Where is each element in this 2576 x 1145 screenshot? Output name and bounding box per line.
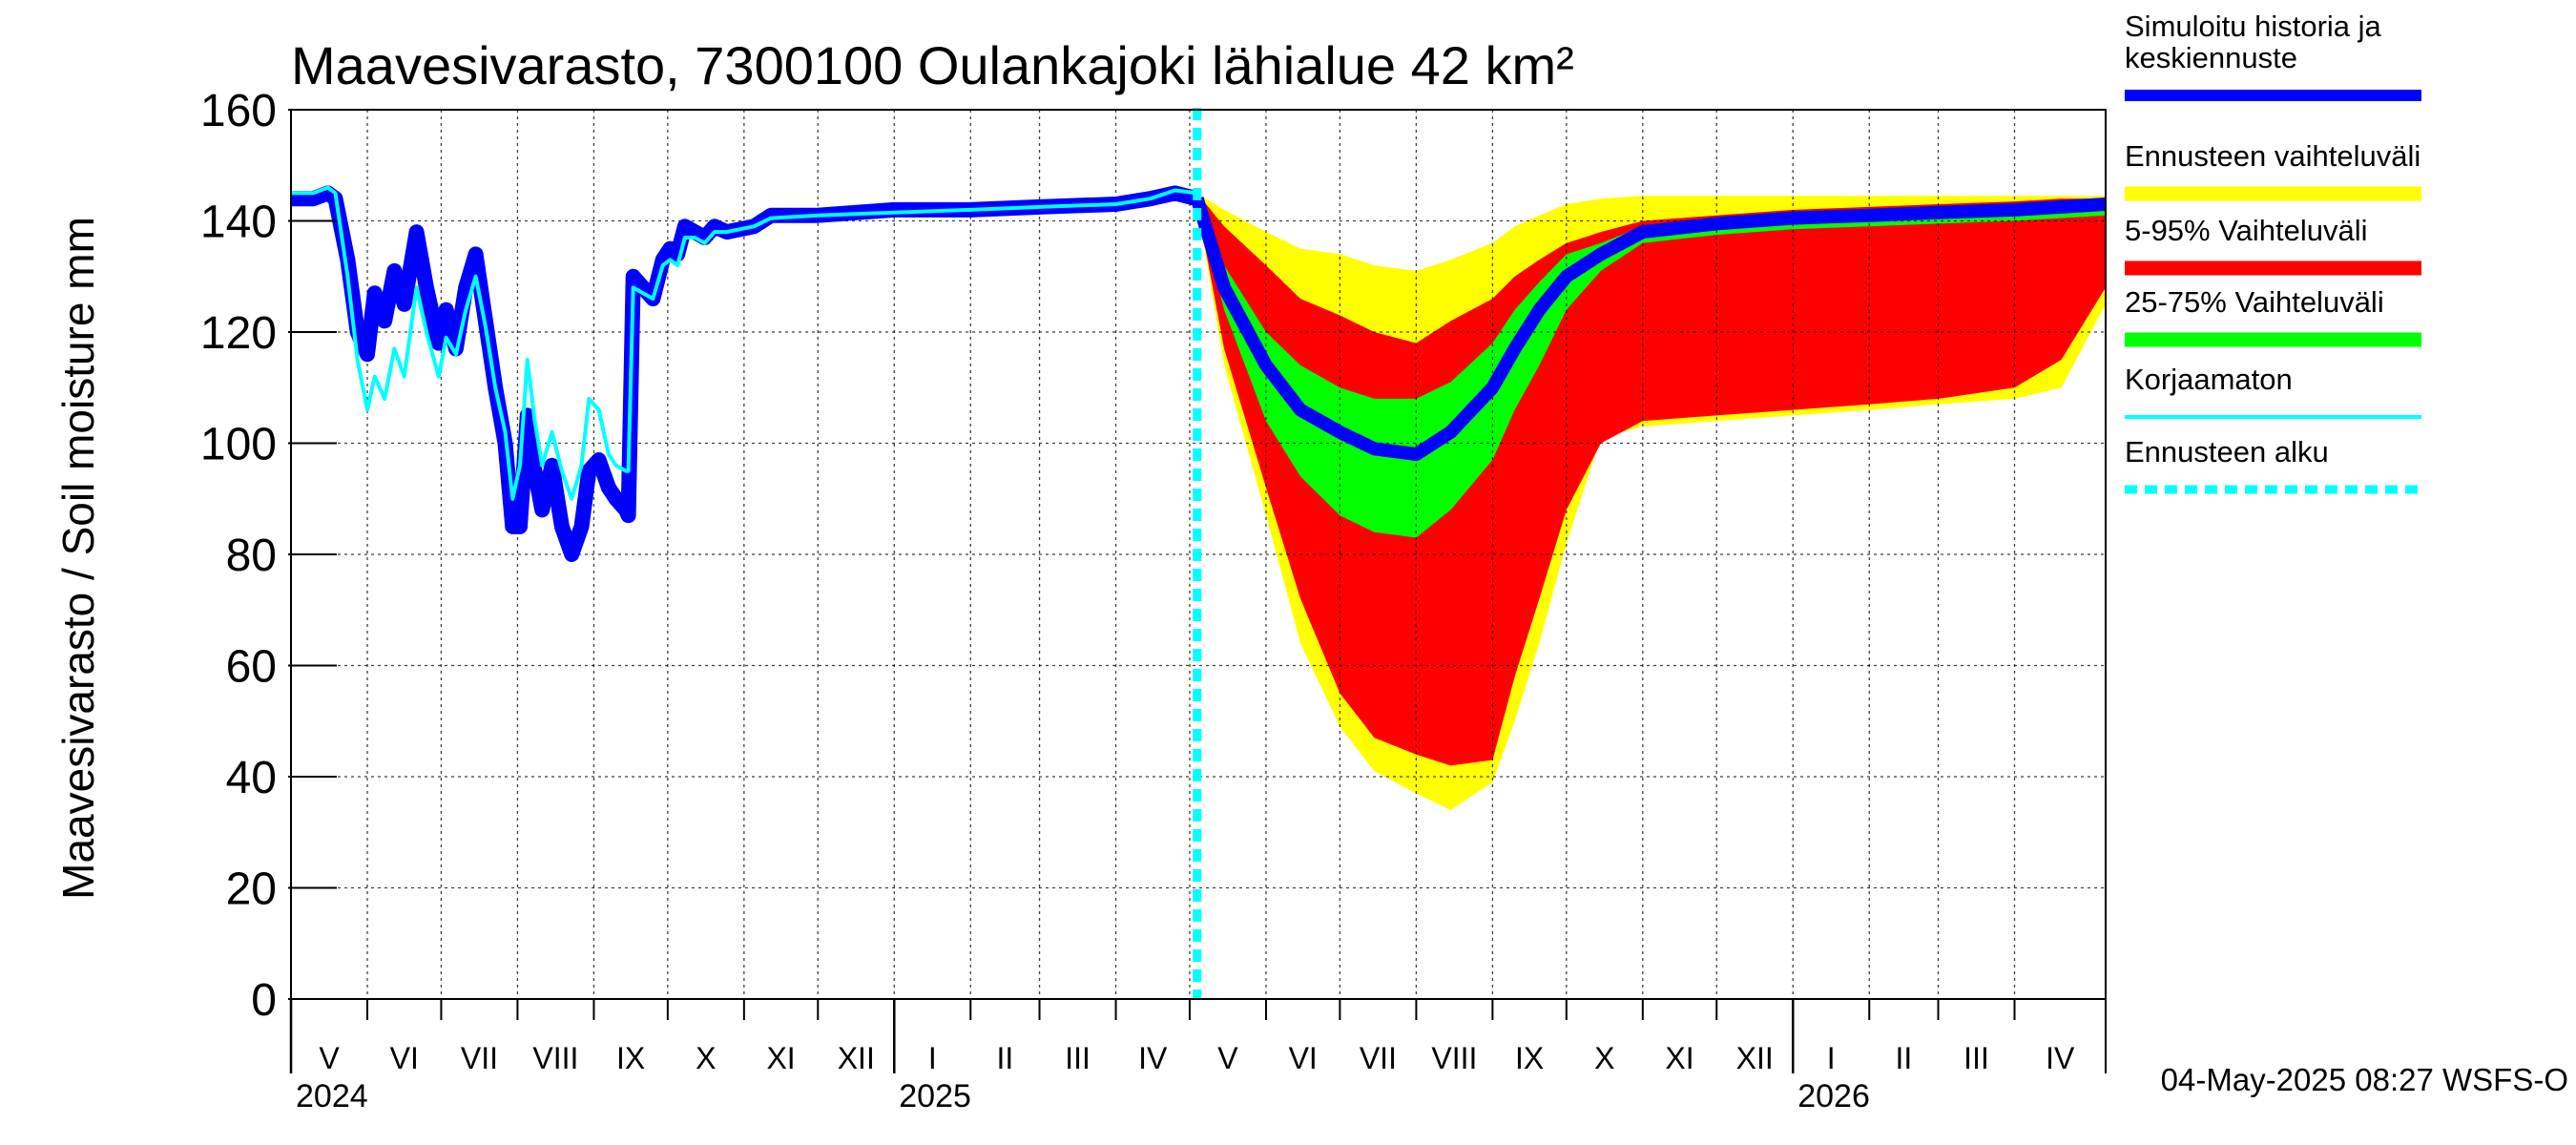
x-month-label: II bbox=[1895, 1041, 1912, 1075]
legend-item: Ennusteen vaihteluväli bbox=[2125, 139, 2421, 201]
x-month-label: I bbox=[1827, 1041, 1836, 1075]
x-month-label: VII bbox=[461, 1041, 498, 1075]
y-tick-label: 40 bbox=[226, 753, 277, 803]
x-month-label: I bbox=[928, 1041, 937, 1075]
y-tick-label: 20 bbox=[226, 864, 277, 915]
y-tick-label: 140 bbox=[200, 198, 277, 248]
legend-label: 25-75% Vaihteluväli bbox=[2125, 285, 2384, 319]
chart-title: Maavesivarasto, 7300100 Oulankajoki lähi… bbox=[291, 35, 1574, 95]
legend-label: Simuloitu historia ja bbox=[2125, 10, 2382, 43]
x-month-label: VII bbox=[1360, 1041, 1397, 1075]
y-tick-label: 60 bbox=[226, 642, 277, 693]
x-year-label: 2026 bbox=[1797, 1078, 1870, 1114]
legend-item: 5-95% Vaihteluväli bbox=[2125, 214, 2421, 276]
y-tick-label: 160 bbox=[200, 86, 277, 136]
x-month-label: III bbox=[1963, 1041, 1989, 1075]
y-axis-label: Maavesivarasto / Soil moisture mm bbox=[53, 217, 103, 900]
x-year-label: 2025 bbox=[899, 1078, 971, 1114]
x-month-label: V bbox=[1217, 1041, 1238, 1075]
x-month-label: IX bbox=[616, 1041, 645, 1075]
x-month-label: III bbox=[1065, 1041, 1091, 1075]
legend-label: Ennusteen vaihteluväli bbox=[2125, 139, 2420, 173]
legend-item: 25-75% Vaihteluväli bbox=[2125, 285, 2421, 347]
x-month-label: VI bbox=[390, 1041, 419, 1075]
x-month-label: XI bbox=[1665, 1041, 1693, 1075]
legend-item: Korjaamaton bbox=[2125, 363, 2421, 419]
y-tick-label: 80 bbox=[226, 531, 277, 581]
x-month-label: V bbox=[319, 1041, 340, 1075]
y-tick-label: 120 bbox=[200, 308, 277, 359]
x-month-label: X bbox=[1594, 1041, 1614, 1075]
grid-lines bbox=[291, 109, 2106, 999]
x-month-label: XI bbox=[766, 1041, 795, 1075]
x-month-label: IV bbox=[1138, 1041, 1168, 1075]
forecast-5-95-band bbox=[1196, 193, 2106, 766]
legend-label: Korjaamaton bbox=[2125, 363, 2293, 396]
x-month-label: IV bbox=[2046, 1041, 2075, 1075]
uncorrected-line bbox=[291, 185, 1197, 501]
y-tick-label: 0 bbox=[251, 975, 277, 1026]
x-month-label: IX bbox=[1515, 1041, 1544, 1075]
x-month-label: VIII bbox=[1431, 1041, 1477, 1075]
x-month-label: VIII bbox=[532, 1041, 578, 1075]
legend-label: 5-95% Vaihteluväli bbox=[2125, 214, 2367, 247]
x-year-label: 2024 bbox=[296, 1078, 368, 1114]
legend-item: Ennusteen alku bbox=[2125, 435, 2421, 494]
x-month-label: VI bbox=[1289, 1041, 1318, 1075]
forecast-median-line bbox=[1191, 197, 2107, 462]
legend-label: keskiennuste bbox=[2125, 41, 2297, 74]
y-tick-label: 100 bbox=[200, 420, 277, 470]
x-month-label: II bbox=[997, 1041, 1014, 1075]
legend-label: Ennusteen alku bbox=[2125, 435, 2329, 468]
x-month-label: X bbox=[696, 1041, 716, 1075]
footer-timestamp: 04-May-2025 08:27 WSFS-O bbox=[2161, 1062, 2568, 1097]
x-month-label: XII bbox=[838, 1041, 875, 1075]
x-month-label: XII bbox=[1736, 1041, 1774, 1075]
